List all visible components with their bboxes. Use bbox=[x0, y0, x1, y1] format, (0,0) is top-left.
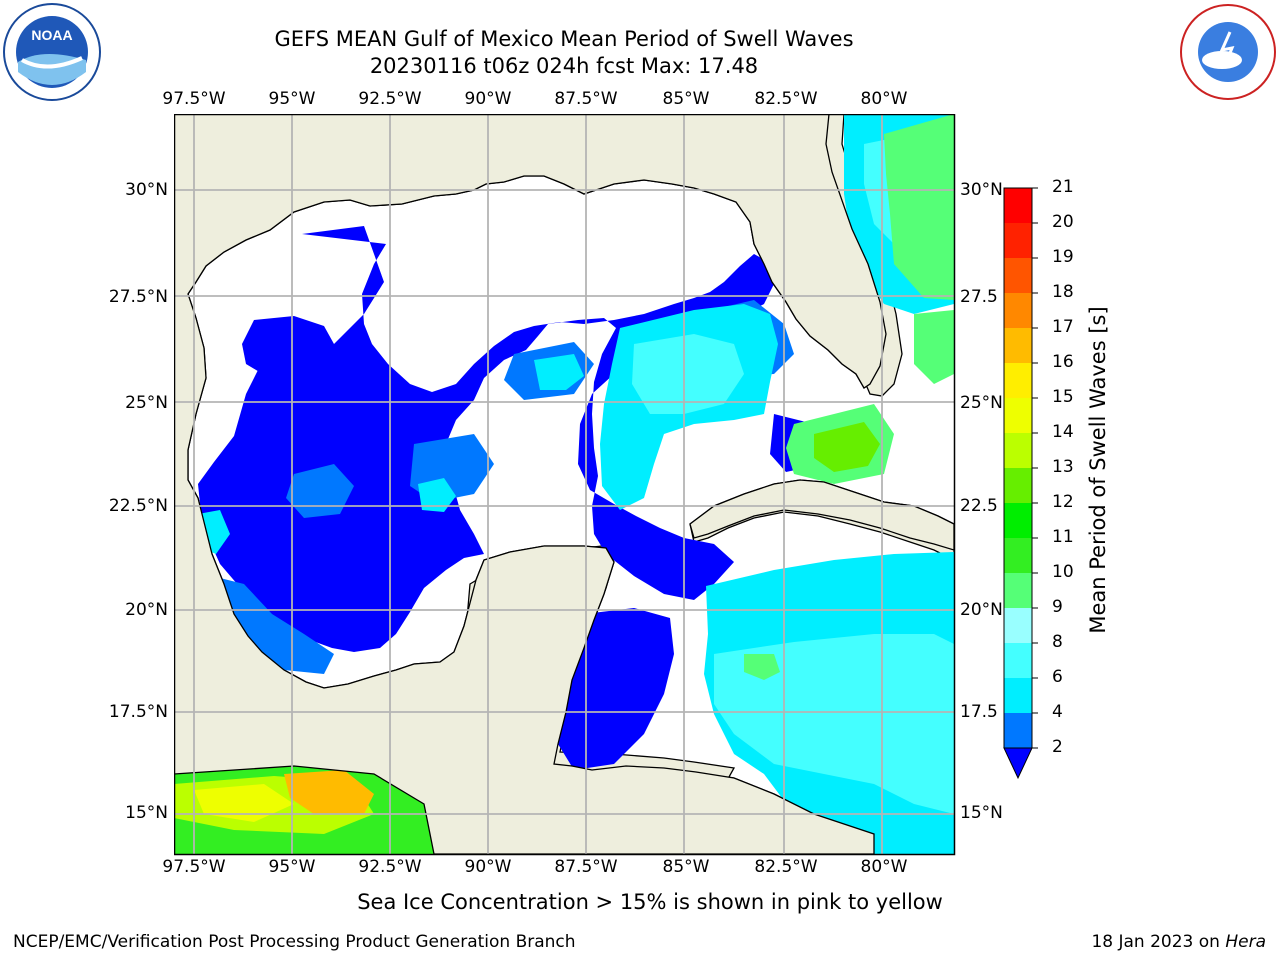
lat-label-left: 22.5°N bbox=[108, 496, 168, 516]
svg-text:NOAA: NOAA bbox=[31, 27, 72, 43]
colorbar-tick-label: 12 bbox=[1052, 492, 1074, 512]
lon-label-bottom: 85°W bbox=[662, 857, 710, 877]
lat-label-right: 15°N bbox=[960, 803, 1003, 823]
colorbar-label: Mean Period of Swell Waves [s] bbox=[1086, 306, 1110, 634]
lon-label-bottom: 82.5°W bbox=[754, 857, 818, 877]
colorbar-tick-label: 11 bbox=[1052, 527, 1074, 547]
colorbar-tick-label: 20 bbox=[1052, 212, 1074, 232]
land-cuba-overlay bbox=[689, 479, 954, 551]
lon-label-top: 85°W bbox=[662, 89, 710, 109]
lon-label-top: 80°W bbox=[860, 89, 908, 109]
lon-label-top: 92.5°W bbox=[358, 89, 422, 109]
lat-label-right: 30°N bbox=[960, 180, 1003, 200]
lat-label-right: 20°N bbox=[960, 600, 1003, 620]
lat-label-left: 27.5°N bbox=[108, 287, 168, 307]
lon-label-top: 97.5°W bbox=[162, 89, 226, 109]
colorbar-segment bbox=[1004, 398, 1032, 434]
colorbar-segment bbox=[1004, 503, 1032, 539]
lon-label-bottom: 87.5°W bbox=[554, 857, 618, 877]
colorbar-segment bbox=[1004, 573, 1032, 609]
colorbar-under-arrow bbox=[1003, 747, 1033, 780]
lat-label-left: 15°N bbox=[125, 803, 168, 823]
colorbar-segment bbox=[1004, 258, 1032, 294]
colorbar-segment bbox=[1004, 713, 1032, 749]
colorbar-segment bbox=[1004, 293, 1032, 329]
colorbar-segment bbox=[1004, 328, 1032, 364]
map-gridlines bbox=[174, 114, 954, 854]
colorbar-tick-label: 14 bbox=[1052, 422, 1074, 442]
colorbar-tick-label: 4 bbox=[1052, 702, 1063, 722]
colorbar-tick-label: 15 bbox=[1052, 387, 1074, 407]
lat-label-left: 25°N bbox=[125, 393, 168, 413]
colorbar-tick-label: 21 bbox=[1052, 177, 1074, 197]
footer-branch: NCEP/EMC/Verification Post Processing Pr… bbox=[13, 932, 576, 952]
colorbar-tick-label: 2 bbox=[1052, 737, 1063, 757]
nws-logo bbox=[1180, 4, 1276, 100]
colorbar-tick-label: 13 bbox=[1052, 457, 1074, 477]
lat-label-left: 30°N bbox=[125, 180, 168, 200]
sea-ice-note: Sea Ice Concentration > 15% is shown in … bbox=[357, 890, 943, 914]
colorbar-segment bbox=[1004, 188, 1032, 224]
colorbar-tick-label: 6 bbox=[1052, 667, 1063, 687]
colorbar-tick-label: 10 bbox=[1052, 562, 1074, 582]
lon-label-bottom: 92.5°W bbox=[358, 857, 422, 877]
colorbar-segment bbox=[1004, 538, 1032, 574]
lon-label-bottom: 80°W bbox=[860, 857, 908, 877]
colorbar-segment bbox=[1004, 643, 1032, 679]
colorbar-segment bbox=[1004, 433, 1032, 469]
lat-label-right: 17.5 bbox=[960, 702, 998, 722]
lon-label-bottom: 95°W bbox=[268, 857, 316, 877]
colorbar-tick-label: 16 bbox=[1052, 352, 1074, 372]
land-north-america-overlay bbox=[174, 114, 887, 854]
footer-date: 18 Jan 2023 on Hera bbox=[1091, 932, 1266, 952]
lat-label-left: 17.5°N bbox=[108, 702, 168, 722]
colorbar bbox=[1003, 187, 1038, 780]
lat-label-right: 25°N bbox=[960, 393, 1003, 413]
colorbar-tick-label: 8 bbox=[1052, 632, 1063, 652]
lat-label-left: 20°N bbox=[125, 600, 168, 620]
colorbar-tick-label: 17 bbox=[1052, 317, 1074, 337]
lon-label-top: 95°W bbox=[268, 89, 316, 109]
lon-label-bottom: 97.5°W bbox=[162, 857, 226, 877]
map-frame bbox=[174, 114, 956, 856]
colorbar-segment bbox=[1004, 223, 1032, 259]
lat-label-right: 27.5 bbox=[960, 287, 998, 307]
footer-date-text: 18 Jan 2023 on bbox=[1091, 932, 1226, 952]
colorbar-tick-label: 18 bbox=[1052, 282, 1074, 302]
colorbar-segment bbox=[1004, 468, 1032, 504]
colorbar-segment bbox=[1004, 608, 1032, 644]
lon-label-top: 82.5°W bbox=[754, 89, 818, 109]
map-panel bbox=[174, 114, 956, 856]
colorbar-tick-label: 9 bbox=[1052, 597, 1063, 617]
colorbar-segment bbox=[1004, 363, 1032, 399]
lon-label-top: 90°W bbox=[464, 89, 512, 109]
chart-title: GEFS MEAN Gulf of Mexico Mean Period of … bbox=[274, 27, 854, 51]
footer-host: Hera bbox=[1225, 932, 1266, 952]
lat-label-right: 22.5 bbox=[960, 496, 998, 516]
colorbar-tick-label: 19 bbox=[1052, 247, 1074, 267]
swell-period-field bbox=[174, 114, 954, 854]
colorbar-segment bbox=[1004, 678, 1032, 714]
noaa-logo: NOAA bbox=[3, 3, 101, 101]
lon-label-top: 87.5°W bbox=[554, 89, 618, 109]
lon-label-bottom: 90°W bbox=[464, 857, 512, 877]
chart-subtitle: 20230116 t06z 024h fcst Max: 17.48 bbox=[369, 54, 759, 78]
